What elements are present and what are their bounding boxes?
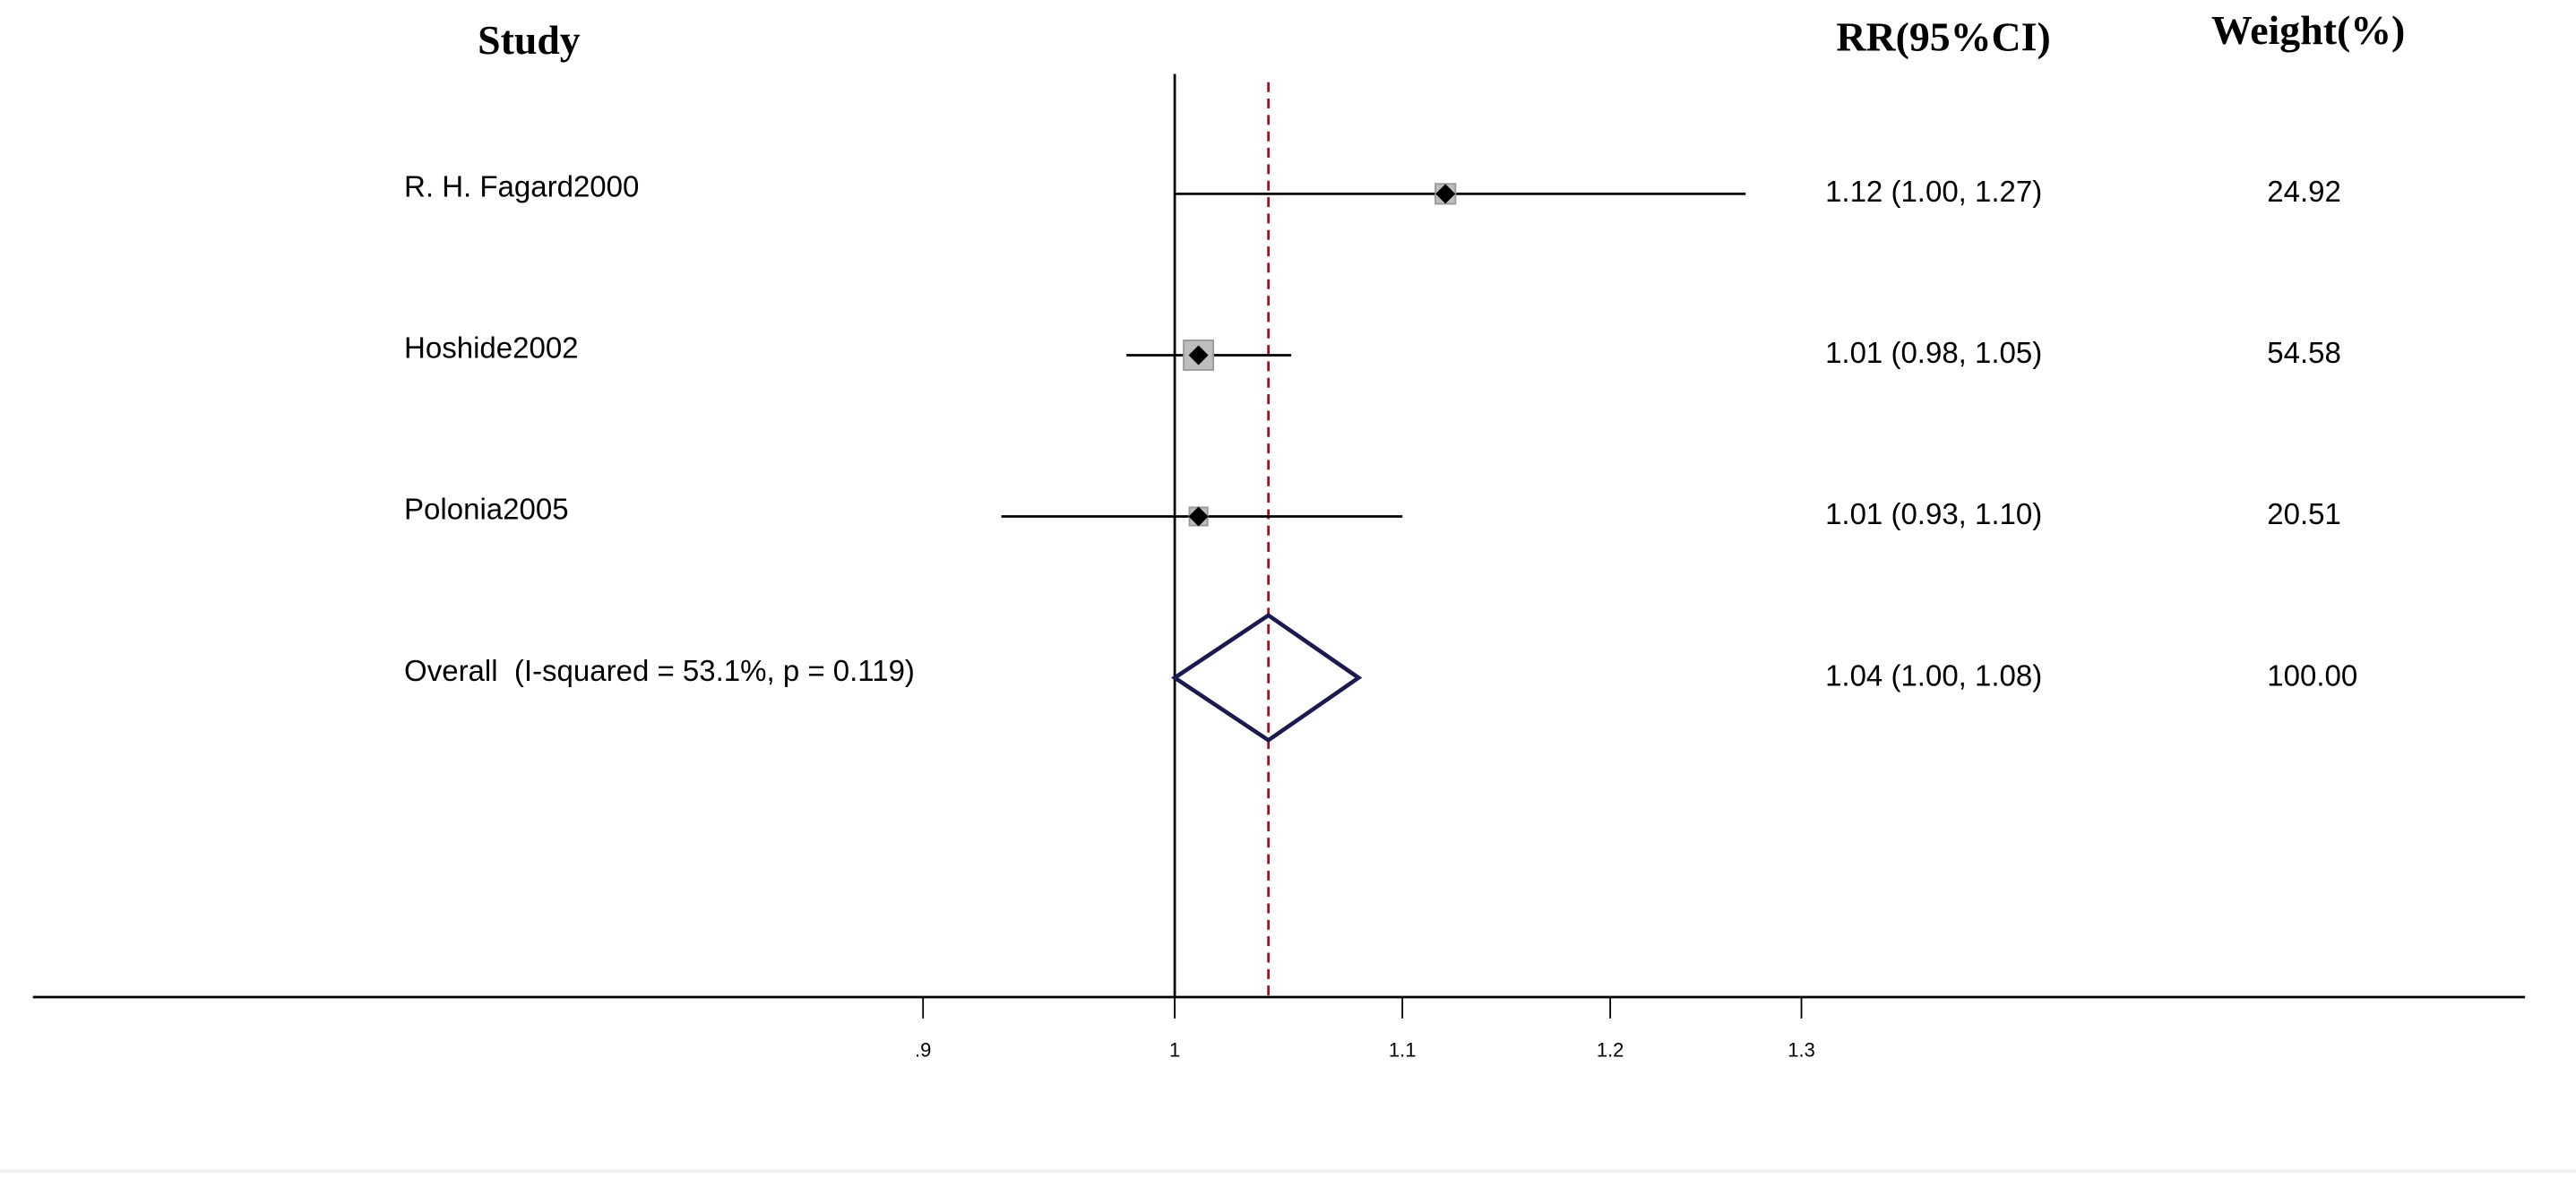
study-label: Overall (I-squared = 53.1%, p = 0.119) [404,654,915,687]
weight-label: 20.51 [2267,497,2341,530]
estimate-label: 1.04 (1.00, 1.08) [1825,658,2042,692]
study-label: Hoshide2002 [404,331,578,365]
study-label: Polonia2005 [404,493,568,526]
estimate-header: RR(95%CI) [1836,13,2050,59]
weight-label: 54.58 [2267,336,2341,369]
weight-label: 100.00 [2267,658,2357,692]
estimate-label: 1.12 (1.00, 1.27) [1825,175,2042,208]
study-label: R. H. Fagard2000 [404,170,639,203]
x-tick-label: 1.3 [1788,1038,1815,1061]
x-tick-label: 1.2 [1597,1038,1624,1061]
weight-label: 24.92 [2267,175,2341,208]
weight-header: Weight(%) [2211,7,2405,53]
study-header: Study [478,17,581,63]
estimate-label: 1.01 (0.93, 1.10) [1825,497,2042,530]
x-tick-label: 1 [1169,1038,1180,1061]
overall-diamond [1170,613,1363,744]
x-tick-label: .9 [915,1038,931,1061]
x-tick-label: 1.1 [1389,1038,1417,1061]
estimate-label: 1.01 (0.98, 1.05) [1825,336,2042,369]
point-estimate [1435,184,1456,204]
